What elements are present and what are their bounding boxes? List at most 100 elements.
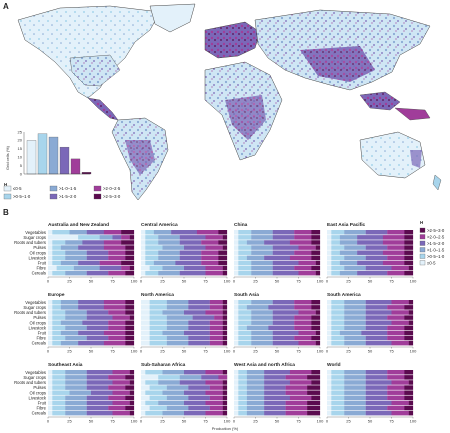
stacked-bar-segment (311, 265, 321, 271)
stacked-bar-segment (327, 405, 332, 411)
stacked-bar-segment (234, 270, 239, 276)
stacked-bar-segment (331, 245, 345, 250)
stacked-bar-segment (129, 390, 135, 395)
panel-legend-swatch (419, 260, 426, 266)
category-label: Fruit (38, 331, 47, 336)
category-label: Vegetables (25, 300, 46, 305)
category-label: Sugar crops (23, 235, 46, 240)
stacked-bar-segment (311, 230, 321, 235)
stacked-bar-segment (251, 270, 273, 276)
stacked-bar-segment (129, 380, 135, 385)
stacked-bar-segment (201, 260, 219, 266)
stacked-bar-segment (65, 270, 87, 276)
category-label: Pulses (33, 385, 46, 390)
stacked-bar-segment (344, 305, 366, 310)
stacked-bar-segment (234, 325, 239, 331)
stacked-bar-segment (209, 330, 223, 336)
stacked-bar-segment (65, 395, 87, 401)
world-map (17, 3, 442, 201)
category-label: Livestock (29, 255, 47, 260)
stacked-bar-segment (48, 325, 53, 331)
x-tick-label: 75 (389, 349, 394, 354)
category-label: Livestock (29, 325, 47, 330)
panel-legend-label: >0·5–1·0 (427, 254, 445, 259)
stacked-bar-segment (188, 335, 210, 341)
stacked-bar-segment (307, 405, 321, 411)
stacked-bar-segment (234, 265, 239, 271)
stacked-bar-segment (209, 395, 223, 401)
stacked-bar-segment (311, 240, 321, 245)
stacked-bar-segment (205, 410, 223, 416)
stacked-bar-segment (60, 320, 83, 325)
stacked-bar-segment (246, 305, 269, 310)
stacked-bar-segment (108, 310, 126, 315)
stacked-bar-segment (238, 405, 247, 411)
stacked-bar-segment (218, 255, 228, 261)
stacked-bar-segment (251, 265, 273, 271)
stacked-bar-segment (234, 410, 239, 416)
stacked-bar-segment (238, 325, 247, 331)
stacked-bar-segment (331, 230, 345, 235)
stacked-bar-segment (391, 265, 409, 271)
region-panel-title: East Asia Pacific (327, 222, 366, 228)
stacked-bar-segment (153, 230, 172, 235)
stacked-bar-segment (331, 395, 345, 401)
map-legend-swatch (3, 193, 12, 200)
map-legend-label: >0·5–1·0 (13, 194, 31, 199)
stacked-bar-segment (125, 340, 135, 346)
stacked-bar-segment (285, 400, 308, 406)
stacked-bar-segment (246, 400, 265, 406)
stacked-bar-segment (404, 315, 414, 320)
map-greenland (149, 3, 196, 33)
category-label: Fibre (36, 406, 46, 411)
stacked-bar-segment (391, 320, 409, 325)
stacked-bar-segment (125, 270, 135, 276)
stacked-bar-segment (121, 240, 135, 245)
stacked-bar-segment (103, 230, 122, 235)
stacked-bar-segment (289, 240, 312, 245)
stacked-bar-segment (327, 390, 332, 395)
category-label: Fruit (38, 401, 47, 406)
stacked-bar-segment (153, 260, 176, 266)
stacked-bar-segment (404, 370, 414, 375)
stacked-bar-segment (166, 320, 189, 325)
stacked-bar-segment (294, 325, 312, 331)
stacked-bar-segment (222, 410, 228, 416)
x-tick-label: 0 (140, 349, 143, 354)
stacked-bar-segment (145, 230, 154, 235)
stacked-bar-segment (238, 270, 252, 276)
stacked-bar-segment (121, 260, 135, 266)
stacked-bar-segment (234, 400, 239, 406)
x-tick-label: 25 (160, 419, 165, 424)
stacked-bar-segment (264, 375, 286, 380)
stacked-bar-segment (149, 265, 163, 271)
stacked-bar-segment (162, 390, 185, 395)
stacked-bar-segment (234, 310, 239, 315)
stacked-bar-segment (234, 245, 239, 250)
region-panel-title: China (234, 222, 248, 228)
stacked-bar-segment (234, 240, 239, 245)
stacked-bar-segment (331, 300, 345, 305)
x-tick-label: 0 (326, 349, 329, 354)
stacked-bar-segment (125, 330, 135, 336)
stacked-bar-segment (365, 390, 388, 395)
stacked-bar-segment (285, 390, 308, 395)
stacked-bar-segment (404, 250, 414, 255)
stacked-bar-segment (65, 315, 87, 320)
stacked-bar-segment (272, 315, 295, 320)
stacked-bar-segment (108, 270, 126, 276)
stacked-bar-segment (234, 320, 239, 325)
stacked-bar-segment (387, 245, 405, 250)
stacked-bar-segment (382, 260, 405, 266)
stacked-bar-segment (125, 320, 135, 325)
stacked-bar-segment (145, 245, 163, 250)
stacked-bar-segment (48, 390, 53, 395)
stacked-bar-segment (238, 240, 247, 245)
stacked-bar-segment (48, 260, 53, 266)
category-label: Fibre (36, 336, 46, 341)
stacked-bar-segment (238, 400, 247, 406)
stacked-bar-segment (327, 380, 332, 385)
stacked-bar-segment (179, 375, 202, 380)
stacked-bar-segment (387, 255, 405, 261)
stacked-bar-segment (365, 315, 388, 320)
